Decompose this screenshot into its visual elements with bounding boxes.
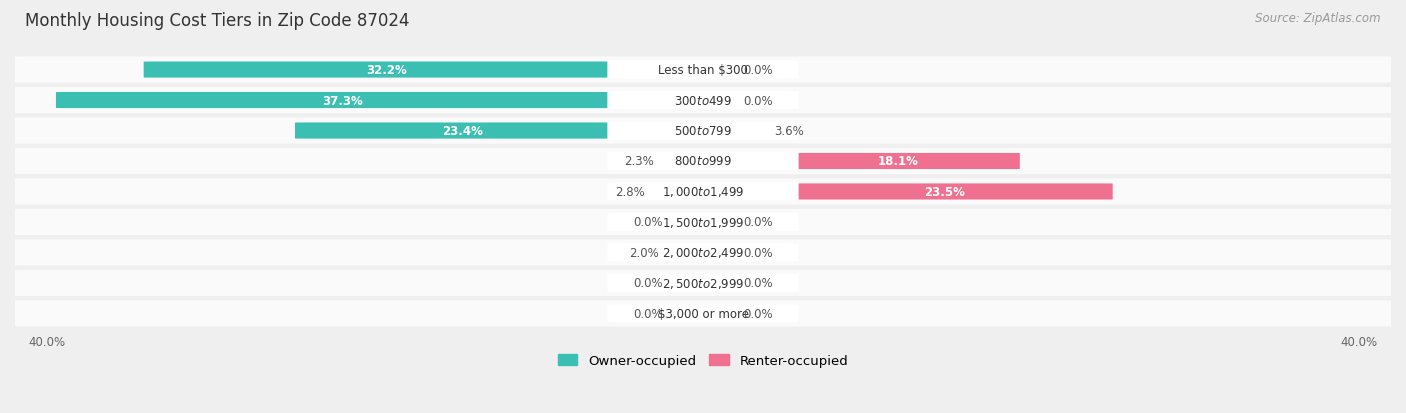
Text: $1,500 to $1,999: $1,500 to $1,999 [662, 216, 744, 229]
Legend: Owner-occupied, Renter-occupied: Owner-occupied, Renter-occupied [558, 354, 848, 367]
Text: 0.0%: 0.0% [742, 277, 772, 290]
Text: Source: ZipAtlas.com: Source: ZipAtlas.com [1256, 12, 1381, 25]
Text: 18.1%: 18.1% [877, 155, 918, 168]
FancyBboxPatch shape [607, 214, 799, 231]
Text: 32.2%: 32.2% [366, 64, 406, 77]
Text: Less than $300: Less than $300 [658, 64, 748, 77]
Text: 40.0%: 40.0% [28, 335, 66, 348]
Text: 0.0%: 0.0% [742, 307, 772, 320]
FancyBboxPatch shape [8, 179, 1398, 205]
FancyBboxPatch shape [8, 149, 1398, 175]
Text: 23.5%: 23.5% [924, 185, 965, 199]
Text: 2.3%: 2.3% [624, 155, 654, 168]
FancyBboxPatch shape [607, 92, 799, 110]
Text: 40.0%: 40.0% [1340, 335, 1378, 348]
FancyBboxPatch shape [658, 154, 709, 170]
Text: 0.0%: 0.0% [634, 216, 664, 229]
FancyBboxPatch shape [650, 184, 709, 200]
Text: 23.4%: 23.4% [441, 125, 482, 138]
FancyBboxPatch shape [697, 245, 738, 261]
Text: 0.0%: 0.0% [742, 94, 772, 107]
Text: $800 to $999: $800 to $999 [673, 155, 733, 168]
FancyBboxPatch shape [8, 57, 1398, 83]
Text: $2,000 to $2,499: $2,000 to $2,499 [662, 246, 744, 260]
FancyBboxPatch shape [664, 245, 709, 261]
FancyBboxPatch shape [607, 274, 799, 292]
FancyBboxPatch shape [668, 275, 709, 291]
FancyBboxPatch shape [697, 123, 770, 139]
FancyBboxPatch shape [8, 118, 1398, 144]
FancyBboxPatch shape [8, 270, 1398, 296]
Text: Monthly Housing Cost Tiers in Zip Code 87024: Monthly Housing Cost Tiers in Zip Code 8… [25, 12, 409, 30]
FancyBboxPatch shape [607, 183, 799, 201]
FancyBboxPatch shape [8, 209, 1398, 235]
FancyBboxPatch shape [607, 62, 799, 79]
FancyBboxPatch shape [697, 93, 738, 109]
Text: $2,500 to $2,999: $2,500 to $2,999 [662, 276, 744, 290]
Text: 0.0%: 0.0% [742, 216, 772, 229]
Text: 2.0%: 2.0% [630, 246, 659, 259]
Text: $1,000 to $1,499: $1,000 to $1,499 [662, 185, 744, 199]
Text: 37.3%: 37.3% [322, 94, 363, 107]
FancyBboxPatch shape [668, 214, 709, 230]
Text: 0.0%: 0.0% [742, 246, 772, 259]
Text: $500 to $799: $500 to $799 [673, 125, 733, 138]
FancyBboxPatch shape [143, 62, 709, 78]
FancyBboxPatch shape [668, 306, 709, 322]
FancyBboxPatch shape [697, 62, 738, 78]
FancyBboxPatch shape [697, 275, 738, 291]
FancyBboxPatch shape [607, 152, 799, 171]
Text: 0.0%: 0.0% [634, 277, 664, 290]
Text: $300 to $499: $300 to $499 [673, 94, 733, 107]
Text: 3.6%: 3.6% [775, 125, 804, 138]
FancyBboxPatch shape [607, 305, 799, 323]
FancyBboxPatch shape [56, 93, 709, 109]
FancyBboxPatch shape [8, 301, 1398, 327]
FancyBboxPatch shape [607, 244, 799, 262]
FancyBboxPatch shape [697, 184, 1112, 200]
FancyBboxPatch shape [8, 240, 1398, 266]
FancyBboxPatch shape [697, 214, 738, 230]
FancyBboxPatch shape [607, 122, 799, 140]
Text: 2.8%: 2.8% [616, 185, 645, 199]
FancyBboxPatch shape [295, 123, 709, 139]
Text: 0.0%: 0.0% [742, 64, 772, 77]
Text: 0.0%: 0.0% [634, 307, 664, 320]
FancyBboxPatch shape [8, 88, 1398, 114]
FancyBboxPatch shape [697, 154, 1019, 170]
Text: $3,000 or more: $3,000 or more [658, 307, 748, 320]
FancyBboxPatch shape [697, 306, 738, 322]
